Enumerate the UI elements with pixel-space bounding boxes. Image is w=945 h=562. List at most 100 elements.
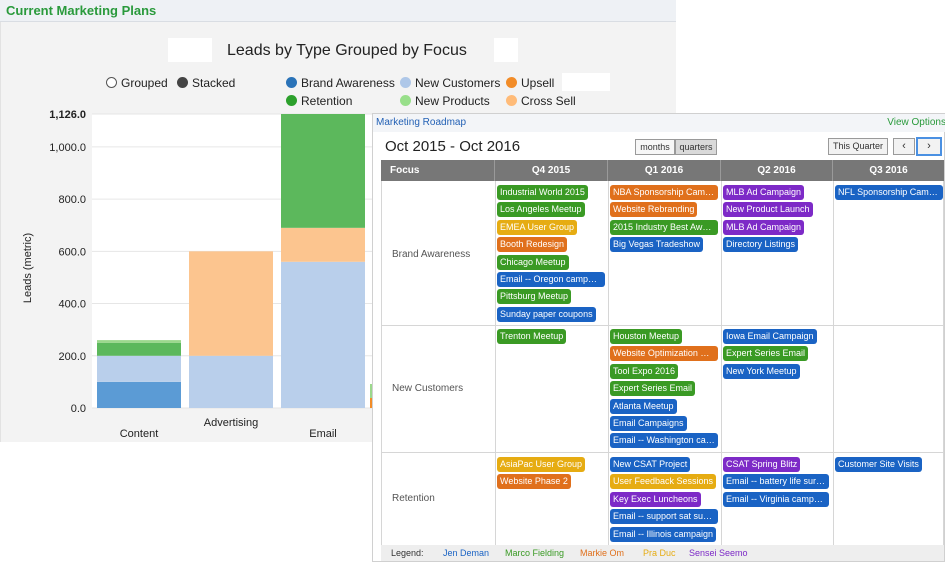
roadmap-item[interactable]: Iowa Email Campaign: [723, 329, 817, 344]
months-toggle[interactable]: months: [635, 139, 675, 155]
roadmap-item[interactable]: MLB Ad Campaign: [723, 219, 805, 235]
roadmap-item[interactable]: Expert Series Email: [610, 381, 696, 397]
view-options-link[interactable]: View Options: [887, 117, 945, 128]
y-tick-label: 1,126.0: [49, 109, 86, 121]
bar-segment: [97, 381, 181, 408]
quarter-header[interactable]: Q3 2016: [833, 160, 944, 181]
roadmap-item[interactable]: Los Angeles Meetup: [497, 202, 585, 218]
roadmap-item[interactable]: Website Rebranding: [610, 202, 698, 218]
roadmap-item[interactable]: Email -- Illinois campaign: [610, 526, 717, 542]
roadmap-item[interactable]: Big Vegas Tradeshow: [610, 237, 704, 253]
row-label-retention: Retention: [392, 493, 435, 504]
roadmap-item[interactable]: Email -- Virginia campaign: [723, 491, 829, 507]
quarter-header[interactable]: Q1 2016: [608, 160, 721, 181]
quarter-header[interactable]: Q2 2016: [721, 160, 833, 181]
date-range-label: Oct 2015 - Oct 2016: [385, 138, 521, 155]
legend-label: Cross Sell: [521, 94, 576, 108]
legend-label: Retention: [301, 94, 353, 108]
y-tick-label: 1,000.0: [49, 142, 86, 154]
legend-item-brand-awareness[interactable]: Brand Awareness: [286, 76, 395, 90]
roadmap-item[interactable]: Website Phase 2: [497, 474, 571, 490]
quarters-toggle[interactable]: quarters: [675, 139, 717, 155]
plans-header: Current Marketing Plans: [0, 0, 676, 22]
next-button[interactable]: ›: [916, 137, 942, 156]
title-mask-left: [168, 38, 212, 62]
bar-segment: [281, 114, 365, 228]
roadmap-item[interactable]: Trenton Meetup: [497, 329, 567, 344]
legend-item-retention[interactable]: Retention: [286, 94, 352, 108]
roadmap-item[interactable]: Industrial World 2015: [497, 185, 588, 200]
roadmap-item[interactable]: Email -- Oregon campaign: [497, 272, 605, 287]
legend-swatch-icon: [400, 95, 411, 106]
y-tick-label: 0.0: [71, 403, 86, 415]
roadmap-item[interactable]: User Feedback Sessions: [610, 474, 717, 490]
legend-mask: [562, 73, 610, 91]
legend-title: Legend:: [391, 548, 424, 558]
grid-divider: [833, 181, 834, 545]
roadmap-item[interactable]: Tool Expo 2016: [610, 363, 679, 379]
roadmap-item[interactable]: Email Campaigns: [610, 416, 687, 431]
title-mask-right: [494, 38, 518, 62]
legend-item-new-products[interactable]: New Products: [400, 94, 490, 108]
legend-swatch-icon: [286, 95, 297, 106]
x-category-label: Content: [120, 428, 159, 440]
grid-divider: [943, 181, 944, 545]
y-tick-label: 600.0: [58, 246, 86, 258]
bar-segment: [97, 355, 181, 382]
x-category-label: Advertising: [204, 417, 258, 429]
roadmap-item[interactable]: EMEA User Group: [497, 219, 578, 235]
legend-swatch-icon: [286, 77, 297, 88]
roadmap-item[interactable]: CSAT Spring Blitz: [723, 457, 801, 472]
row-divider: [381, 452, 944, 453]
roadmap-item[interactable]: Email -- battery life survey: [723, 474, 829, 490]
bar-segment-clipped: [370, 384, 373, 398]
mode-grouped-option[interactable]: Grouped: [106, 76, 168, 90]
legend-item-cross-sell[interactable]: Cross Sell: [506, 94, 576, 108]
grid-divider: [381, 181, 382, 545]
roadmap-item[interactable]: Customer Site Visits: [835, 457, 922, 472]
roadmap-item[interactable]: Website Optimization Backlog: [610, 346, 718, 362]
roadmap-item[interactable]: Pittsburg Meetup: [497, 289, 572, 305]
legend-owner: Jen Deman: [443, 548, 490, 558]
prev-button[interactable]: ‹: [893, 138, 915, 155]
roadmap-item[interactable]: Booth Redesign: [497, 237, 568, 253]
leads-chart: 0.0 200.0 400.0 600.0 800.0 1,000.0 1,126.0 Con…: [49, 109, 373, 440]
bar-segment: [97, 342, 181, 356]
legend-swatch-icon: [506, 77, 517, 88]
roadmap-item[interactable]: NFL Sponsorship Campaign: [835, 185, 943, 200]
stacked-radio-icon[interactable]: [177, 77, 188, 88]
roadmap-item[interactable]: Atlanta Meetup: [610, 398, 677, 414]
roadmap-item[interactable]: Expert Series Email: [723, 346, 809, 362]
roadmap-item[interactable]: MLB Ad Campaign: [723, 185, 805, 200]
roadmap-item[interactable]: Houston Meetup: [610, 329, 683, 344]
roadmap-item[interactable]: Key Exec Luncheons: [610, 491, 701, 507]
legend-owner: Sensei Seemo: [689, 548, 748, 558]
marketing-roadmap-panel: Marketing Roadmap View Options Oct 2015 …: [372, 113, 945, 562]
focus-column-header: Focus: [381, 160, 495, 181]
roadmap-item[interactable]: Directory Listings: [723, 237, 799, 253]
owner-legend: Legend: Jen Deman Marco Fielding Markie …: [381, 545, 944, 561]
roadmap-item[interactable]: Chicago Meetup: [497, 254, 569, 270]
grouped-radio-icon[interactable]: [106, 77, 117, 88]
legend-item-upsell[interactable]: Upsell: [506, 76, 554, 90]
bar-segment: [189, 251, 273, 356]
row-label-new-customers: New Customers: [392, 383, 464, 394]
roadmap-item[interactable]: AsiaPac User Group: [497, 457, 586, 472]
roadmap-item[interactable]: New CSAT Project: [610, 457, 691, 472]
roadmap-item[interactable]: 2015 Industry Best Awards: [610, 219, 718, 235]
roadmap-item[interactable]: Email -- support sat survey: [610, 509, 718, 525]
legend-label: New Products: [415, 94, 490, 108]
quarter-header[interactable]: Q4 2015: [495, 160, 608, 181]
this-quarter-button[interactable]: This Quarter: [828, 138, 888, 155]
legend-owner: Pra Duc: [643, 548, 676, 558]
bar-segment: [189, 355, 273, 408]
roadmap-item[interactable]: NBA Sponsorship Campaign: [610, 185, 718, 200]
roadmap-item[interactable]: New Product Launch: [723, 202, 813, 218]
roadmap-item[interactable]: New York Meetup: [723, 363, 800, 379]
roadmap-item[interactable]: Email -- Washington campaign: [610, 433, 718, 449]
legend-label: Upsell: [521, 76, 555, 90]
legend-item-new-customers[interactable]: New Customers: [400, 76, 500, 90]
stacked-label: Stacked: [192, 76, 236, 90]
mode-stacked-option[interactable]: Stacked: [177, 76, 235, 90]
roadmap-item[interactable]: Sunday paper coupons: [497, 306, 596, 322]
